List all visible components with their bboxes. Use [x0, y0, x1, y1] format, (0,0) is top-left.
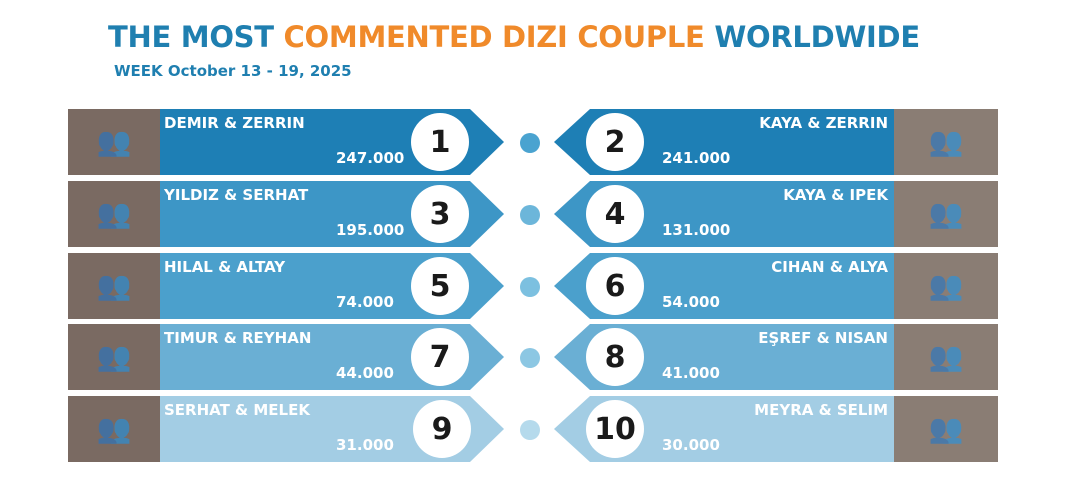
couple-photo: 👥 — [68, 109, 160, 175]
couple-photo: 👥 — [68, 253, 160, 319]
couple-name: KAYA & IPEK — [783, 186, 888, 204]
couple-name: MEYRA & SELIM — [754, 401, 888, 419]
comment-count: 31.000 — [336, 436, 394, 454]
couple-name: DEMIR & ZERRIN — [164, 114, 305, 132]
rank-badge: 6 — [586, 257, 644, 315]
rank-badge: 9 — [413, 400, 471, 458]
couple-photo: 👥 — [68, 181, 160, 247]
page-title: THE MOST COMMENTED DIZI COUPLE WORLDWIDE — [108, 20, 920, 54]
connector-dot — [520, 133, 540, 153]
couple-photo: 👥 — [894, 396, 998, 462]
rank-badge: 8 — [586, 328, 644, 386]
couple-name: KAYA & ZERRIN — [759, 114, 888, 132]
week-subtitle: WEEK October 13 - 19, 2025 — [114, 62, 352, 80]
person-icon: 👥 — [96, 197, 132, 230]
rank-badge: 2 — [586, 113, 644, 171]
person-icon: 👥 — [928, 269, 964, 302]
comment-count: 54.000 — [662, 293, 720, 311]
couple-photo: 👥 — [894, 324, 998, 390]
rank-badge: 7 — [411, 328, 469, 386]
connector-dot — [520, 205, 540, 225]
person-icon: 👥 — [928, 125, 964, 158]
couple-photo: 👥 — [894, 109, 998, 175]
connector-dot — [520, 420, 540, 440]
person-icon: 👥 — [96, 125, 132, 158]
rank-badge: 4 — [586, 185, 644, 243]
couple-name: HILAL & ALTAY — [164, 258, 286, 276]
couple-photo: 👥 — [68, 396, 160, 462]
rank-badge: 1 — [411, 113, 469, 171]
person-icon: 👥 — [928, 340, 964, 373]
person-icon: 👥 — [96, 269, 132, 302]
connector-dot — [520, 348, 540, 368]
comment-count: 247.000 — [336, 149, 405, 167]
comment-count: 30.000 — [662, 436, 720, 454]
person-icon: 👥 — [928, 197, 964, 230]
comment-count: 131.000 — [662, 221, 731, 239]
comment-count: 195.000 — [336, 221, 405, 239]
comment-count: 74.000 — [336, 293, 394, 311]
title-part: WORLDWIDE — [704, 20, 920, 54]
comment-count: 44.000 — [336, 364, 394, 382]
title-part: THE MOST — [108, 20, 284, 54]
comment-count: 41.000 — [662, 364, 720, 382]
rank-badge: 3 — [411, 185, 469, 243]
couple-name: TIMUR & REYHAN — [164, 329, 312, 347]
connector-dot — [520, 277, 540, 297]
couple-photo: 👥 — [894, 181, 998, 247]
couple-photo: 👥 — [894, 253, 998, 319]
couple-name: CIHAN & ALYA — [771, 258, 888, 276]
rank-badge: 10 — [586, 400, 644, 458]
couple-photo: 👥 — [68, 324, 160, 390]
couple-name: SERHAT & MELEK — [164, 401, 310, 419]
title-highlight: COMMENTED DIZI COUPLE — [283, 20, 705, 54]
couple-name: EŞREF & NISAN — [758, 329, 888, 347]
person-icon: 👥 — [96, 340, 132, 373]
rank-badge: 5 — [411, 257, 469, 315]
couple-name: YILDIZ & SERHAT — [164, 186, 309, 204]
person-icon: 👥 — [928, 412, 964, 445]
person-icon: 👥 — [96, 412, 132, 445]
comment-count: 241.000 — [662, 149, 731, 167]
